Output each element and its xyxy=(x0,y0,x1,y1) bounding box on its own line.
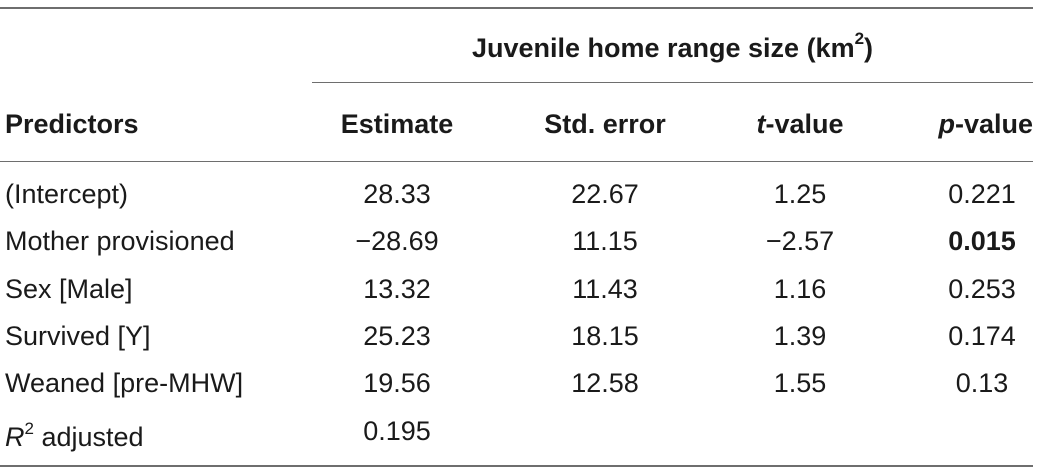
header-bottom-rule xyxy=(0,161,1033,162)
row-predictor: Mother provisioned xyxy=(5,226,235,256)
row-p-value: 0.13 xyxy=(955,368,1009,398)
row-estimate: −28.69 xyxy=(355,226,439,256)
group-header: Juvenile home range size (km2) xyxy=(312,26,1033,64)
row-std-error: 11.43 xyxy=(572,274,638,304)
r2-italic-r: R xyxy=(5,422,25,452)
row-std-error: 12.58 xyxy=(571,368,639,398)
r2-label-rest: adjusted xyxy=(33,422,144,452)
table-top-rule xyxy=(0,7,1033,9)
row-estimate: 13.32 xyxy=(363,274,431,304)
row-t-value: 1.16 xyxy=(773,274,827,304)
group-header-rule xyxy=(312,82,1033,83)
row-p-value: 0.221 xyxy=(948,179,1016,209)
row-t-value: −2.57 xyxy=(765,226,835,256)
column-header-t-value: t-value xyxy=(756,108,843,140)
row-estimate: 28.33 xyxy=(363,179,431,209)
row-predictor: (Intercept) xyxy=(5,179,129,209)
column-header-predictors: Predictors xyxy=(5,109,139,139)
row-t-value: 1.55 xyxy=(773,368,827,398)
row-t-value: 1.39 xyxy=(773,321,827,351)
r2-estimate: 0.195 xyxy=(363,416,431,446)
row-std-error: 22.67 xyxy=(571,179,639,209)
r2-superscript: 2 xyxy=(24,419,34,438)
row-predictor: Weaned [pre-MHW] xyxy=(5,368,244,398)
t-value-suffix: -value xyxy=(765,109,844,139)
table-bottom-rule xyxy=(0,465,1033,467)
group-header-text: Juvenile home range size (km xyxy=(471,33,855,63)
row-estimate: 19.56 xyxy=(363,368,431,398)
column-header-p-value: p-value xyxy=(938,108,1033,140)
row-p-value: 0.174 xyxy=(948,321,1016,351)
column-header-estimate: Estimate xyxy=(340,109,454,139)
row-std-error: 18.15 xyxy=(571,321,639,351)
row-std-error: 11.15 xyxy=(572,226,638,256)
r2-label: R2 adjusted xyxy=(5,415,144,453)
row-p-value: 0.253 xyxy=(948,274,1016,304)
group-header-superscript: 2 xyxy=(854,29,865,48)
row-t-value: 1.25 xyxy=(773,179,827,209)
row-predictor: Sex [Male] xyxy=(5,274,133,304)
group-header-close: ) xyxy=(864,33,874,63)
p-value-suffix: -value xyxy=(954,109,1033,139)
row-predictor: Survived [Y] xyxy=(5,321,151,351)
p-value-italic-p: p xyxy=(938,109,955,139)
column-header-std-error: Std. error xyxy=(544,109,666,139)
t-value-italic-t: t xyxy=(756,109,766,139)
row-estimate: 25.23 xyxy=(363,321,431,351)
row-p-value-significant: 0.015 xyxy=(948,226,1016,256)
